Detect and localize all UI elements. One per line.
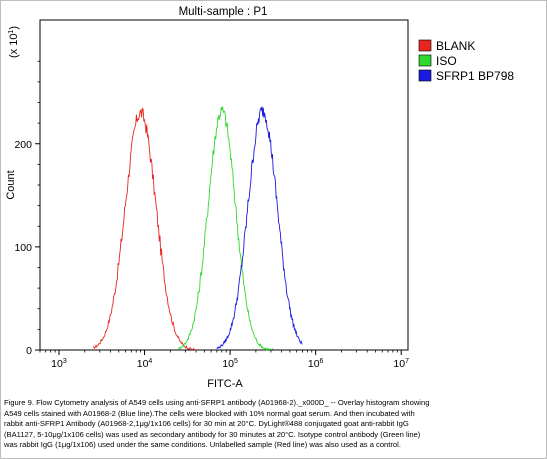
x-tick-label: 103 — [51, 358, 67, 370]
plot-area — [39, 19, 409, 351]
legend-label: BLANK — [436, 39, 475, 53]
legend-swatch — [418, 69, 432, 82]
caption-line: rabbit anti-SFRP1 Antibody (A01968-2,1μg… — [4, 419, 409, 429]
legend-label: ISO — [436, 54, 457, 68]
y-tick-label: 100 — [14, 242, 32, 254]
chart-title: Multi-sample : P1 — [179, 6, 268, 18]
y-multiplier-label: (x 101) — [8, 26, 20, 58]
histogram-line-2 — [178, 106, 274, 351]
histogram-line-1 — [92, 107, 197, 351]
caption-line: was rabbit IgG (1μg/1x106) used under th… — [4, 440, 401, 450]
legend-swatch — [418, 39, 432, 52]
legend-swatch — [418, 54, 432, 67]
histogram-line-3 — [216, 106, 303, 349]
x-axis-label: FITC-A — [207, 378, 243, 390]
caption-line: A549 cells stained with A01968-2 (Blue l… — [4, 408, 415, 418]
x-tick-label: 106 — [308, 358, 324, 370]
y-axis-label: Count — [5, 170, 17, 199]
figure-caption: Figure 9. Flow Cytometry analysis of A54… — [4, 398, 542, 451]
caption-line: (BA1127, 5-10μg/1x106 cells) was used as… — [4, 429, 421, 439]
y-tick-label: 200 — [14, 139, 32, 151]
x-tick-label: 105 — [222, 358, 238, 370]
y-tick-label: 0 — [26, 345, 32, 357]
x-tick-label: 107 — [393, 358, 409, 370]
flow-cytometry-chart: Multi-sample : P1 (x 101) Count FITC-A 1… — [5, 6, 514, 390]
legend-label: SFRP1 BP798 — [436, 69, 514, 83]
caption-line: Figure 9. Flow Cytometry analysis of A54… — [4, 398, 430, 407]
x-tick-label: 104 — [137, 358, 153, 370]
